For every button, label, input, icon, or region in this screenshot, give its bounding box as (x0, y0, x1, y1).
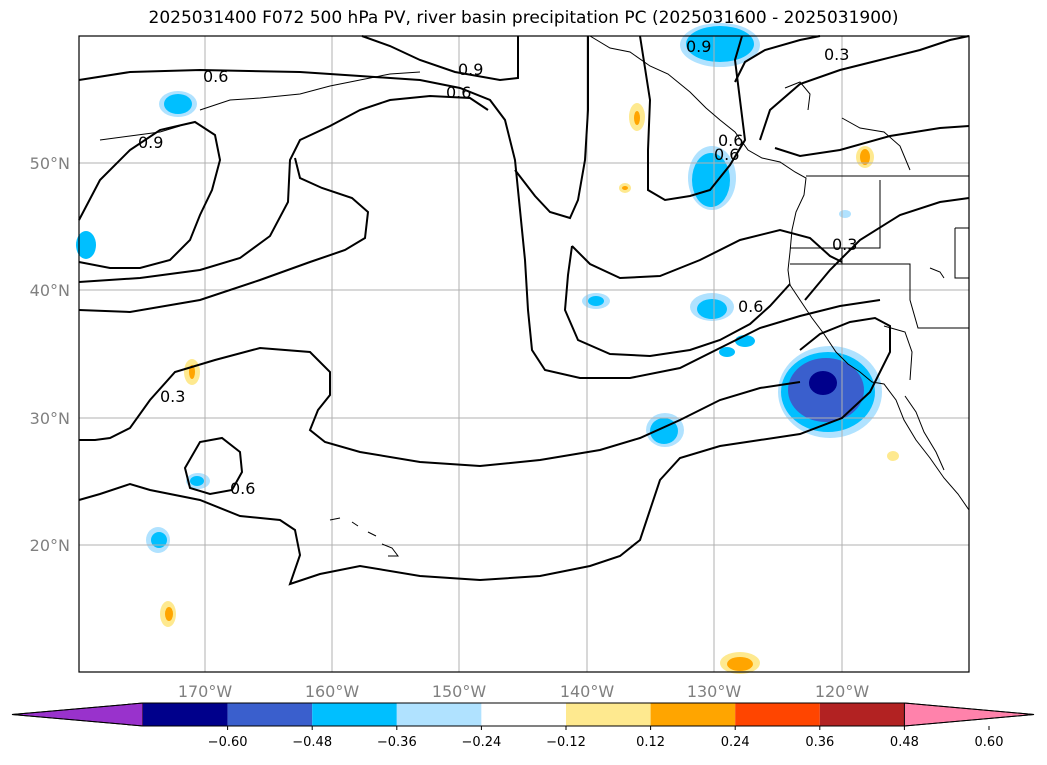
colorbar-segment (396, 703, 482, 726)
contour-label: 0.3 (160, 387, 185, 406)
colorbar-outline (11, 702, 1035, 727)
colorbar-segment (819, 703, 905, 726)
contour-label: 0.3 (824, 45, 849, 64)
colorbar-extend-min (11, 702, 144, 727)
lat-label: 40°N (30, 281, 70, 300)
lon-label: 160°W (305, 682, 360, 701)
coastlines (99, 35, 970, 557)
lon-label: 170°W (178, 682, 233, 701)
contour-label: 0.6 (714, 145, 739, 164)
map-title: 2025031400 F072 500 hPa PV, river basin … (148, 8, 899, 28)
colorbar-segment (650, 703, 736, 726)
colorbar-tick-label: −0.24 (461, 735, 501, 750)
colorbar-segment (227, 703, 313, 726)
contour-label: 0.9 (138, 133, 163, 152)
colorbar-tick-label: 0.60 (975, 735, 1004, 750)
lon-label: 130°W (687, 682, 742, 701)
colorbar-tick-label: 0.12 (636, 735, 665, 750)
contour-label: 0.9 (458, 60, 483, 79)
colorbar-tick-label: −0.12 (546, 735, 586, 750)
colorbar-segment (481, 703, 566, 726)
lon-label: 140°W (560, 682, 615, 701)
colorbar-tick-label: −0.36 (377, 735, 417, 750)
contour-label: 0.6 (738, 297, 763, 316)
lat-label: 50°N (30, 154, 70, 173)
colorbar-segment (735, 703, 820, 726)
colorbar-tick-label: 0.36 (805, 735, 834, 750)
lat-label: 30°N (30, 409, 70, 428)
contour-label: 0.6 (446, 83, 471, 102)
colorbar-tick-label: 0.24 (721, 735, 750, 750)
contour-label: 0.6 (230, 479, 255, 498)
contour-label: 0.3 (832, 235, 857, 254)
latitude-labels: 50°N 40°N 30°N 20°N (30, 154, 70, 555)
lat-label: 20°N (30, 536, 70, 555)
colorbar-tick-label: −0.60 (208, 735, 248, 750)
lon-label: 150°W (432, 682, 487, 701)
colorbar-segment (143, 703, 228, 726)
colorbar-segment (312, 703, 397, 726)
contour-label: 0.6 (718, 131, 743, 150)
colorbar-tick-label: 0.48 (890, 735, 919, 750)
colorbar-segment (566, 703, 651, 726)
pv-contours (78, 35, 970, 586)
colorbar-extend-max (903, 702, 1035, 727)
colorbar: −0.60 −0.48 −0.36 −0.24 −0.12 0.12 0.24 0.36 0.4… (11, 702, 1035, 750)
map-frame (78, 35, 970, 673)
colorbar-tick-label: −0.48 (292, 735, 332, 750)
longitude-labels: 170°W 160°W 150°W 140°W 130°W 120°W (178, 682, 870, 701)
contour-labels: 0.6 0.9 0.6 0.9 0.6 0.3 0.3 0.6 0.6 0.9 … (138, 37, 857, 498)
contour-label: 0.9 (686, 37, 711, 56)
contour-label: 0.6 (203, 67, 228, 86)
lon-label: 120°W (815, 682, 870, 701)
